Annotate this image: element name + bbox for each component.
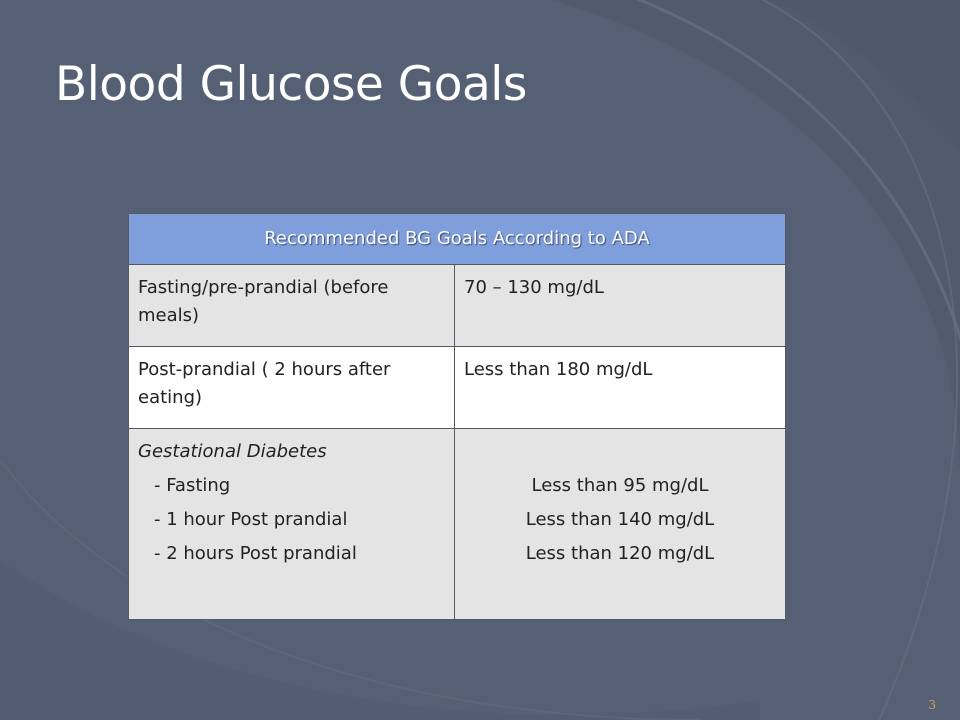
slide-title: Blood Glucose Goals [55,57,527,112]
gestational-item-value: Less than 140 mg/dL [525,509,715,530]
gestational-title: Gestational Diabetes [138,441,327,462]
table-row: Fasting/pre-prandial (before meals) 70 –… [128,264,786,347]
gestational-item-value: Less than 95 mg/dL [531,475,709,496]
gestational-item-label: - 2 hours Post prandial [154,543,357,564]
slide-number: 3 [928,698,936,712]
gestational-item-label: - 1 hour Post prandial [154,509,348,530]
row-label-post-prandial: Post-prandial ( 2 hours after eating) [128,346,455,429]
table-header-row: Recommended BG Goals According to ADA [128,213,786,265]
table-header: Recommended BG Goals According to ADA [128,213,786,265]
gestational-values-spacer [464,438,776,466]
table-row: Gestational Diabetes - Fasting - 1 hour … [128,428,786,620]
bg-goals-table: Recommended BG Goals According to ADA Fa… [128,213,786,620]
row-label-fasting: Fasting/pre-prandial (before meals) [128,264,455,347]
gestational-values-cell: Less than 95 mg/dL Less than 140 mg/dL L… [454,428,786,620]
table-row: Post-prandial ( 2 hours after eating) Le… [128,346,786,429]
row-value-post-prandial: Less than 180 mg/dL [454,346,786,429]
gestational-item-value: Less than 120 mg/dL [525,543,715,564]
gestational-item-label: - Fasting [154,475,231,496]
row-value-fasting: 70 – 130 mg/dL [454,264,786,347]
gestational-labels-cell: Gestational Diabetes - Fasting - 1 hour … [128,428,455,620]
